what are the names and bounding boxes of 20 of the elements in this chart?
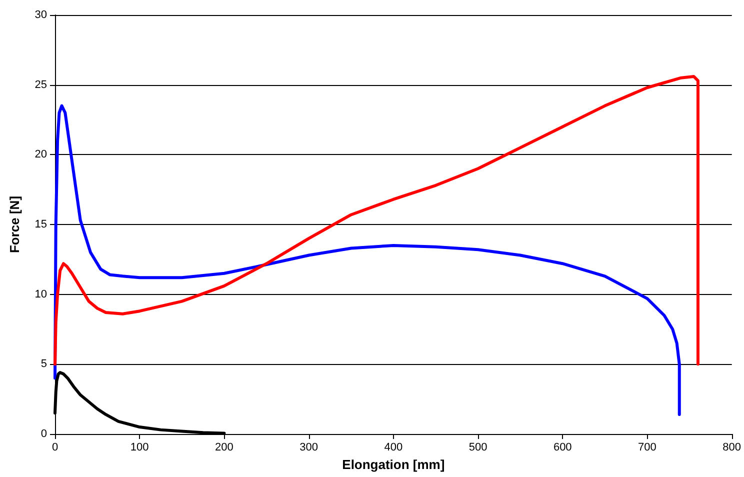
y-axis-title: Force [N]	[7, 196, 22, 254]
y-tick-label: 25	[34, 78, 47, 91]
y-tick-label: 0	[40, 428, 47, 440]
x-tick-label: 500	[468, 442, 488, 454]
y-tick-label: 30	[34, 9, 47, 21]
x-tick-label: 200	[215, 442, 234, 454]
y-tick-label: 10	[34, 288, 47, 300]
x-tick-label: 600	[553, 442, 572, 454]
y-tick-label: 5	[40, 358, 47, 370]
y-tick-label: 20	[34, 148, 47, 161]
x-tick-label: 100	[130, 442, 149, 454]
line-series	[54, 74, 700, 366]
x-axis-title: Elongation [mm]	[342, 457, 445, 472]
x-tick-label: 400	[384, 442, 403, 454]
x-tick-label: 0	[52, 442, 58, 454]
x-tick-label: 800	[722, 442, 742, 454]
line-series	[54, 104, 681, 416]
y-tick-label: 15	[34, 218, 47, 230]
x-tick-label: 700	[638, 442, 656, 454]
x-tick-label: 300	[300, 442, 318, 454]
